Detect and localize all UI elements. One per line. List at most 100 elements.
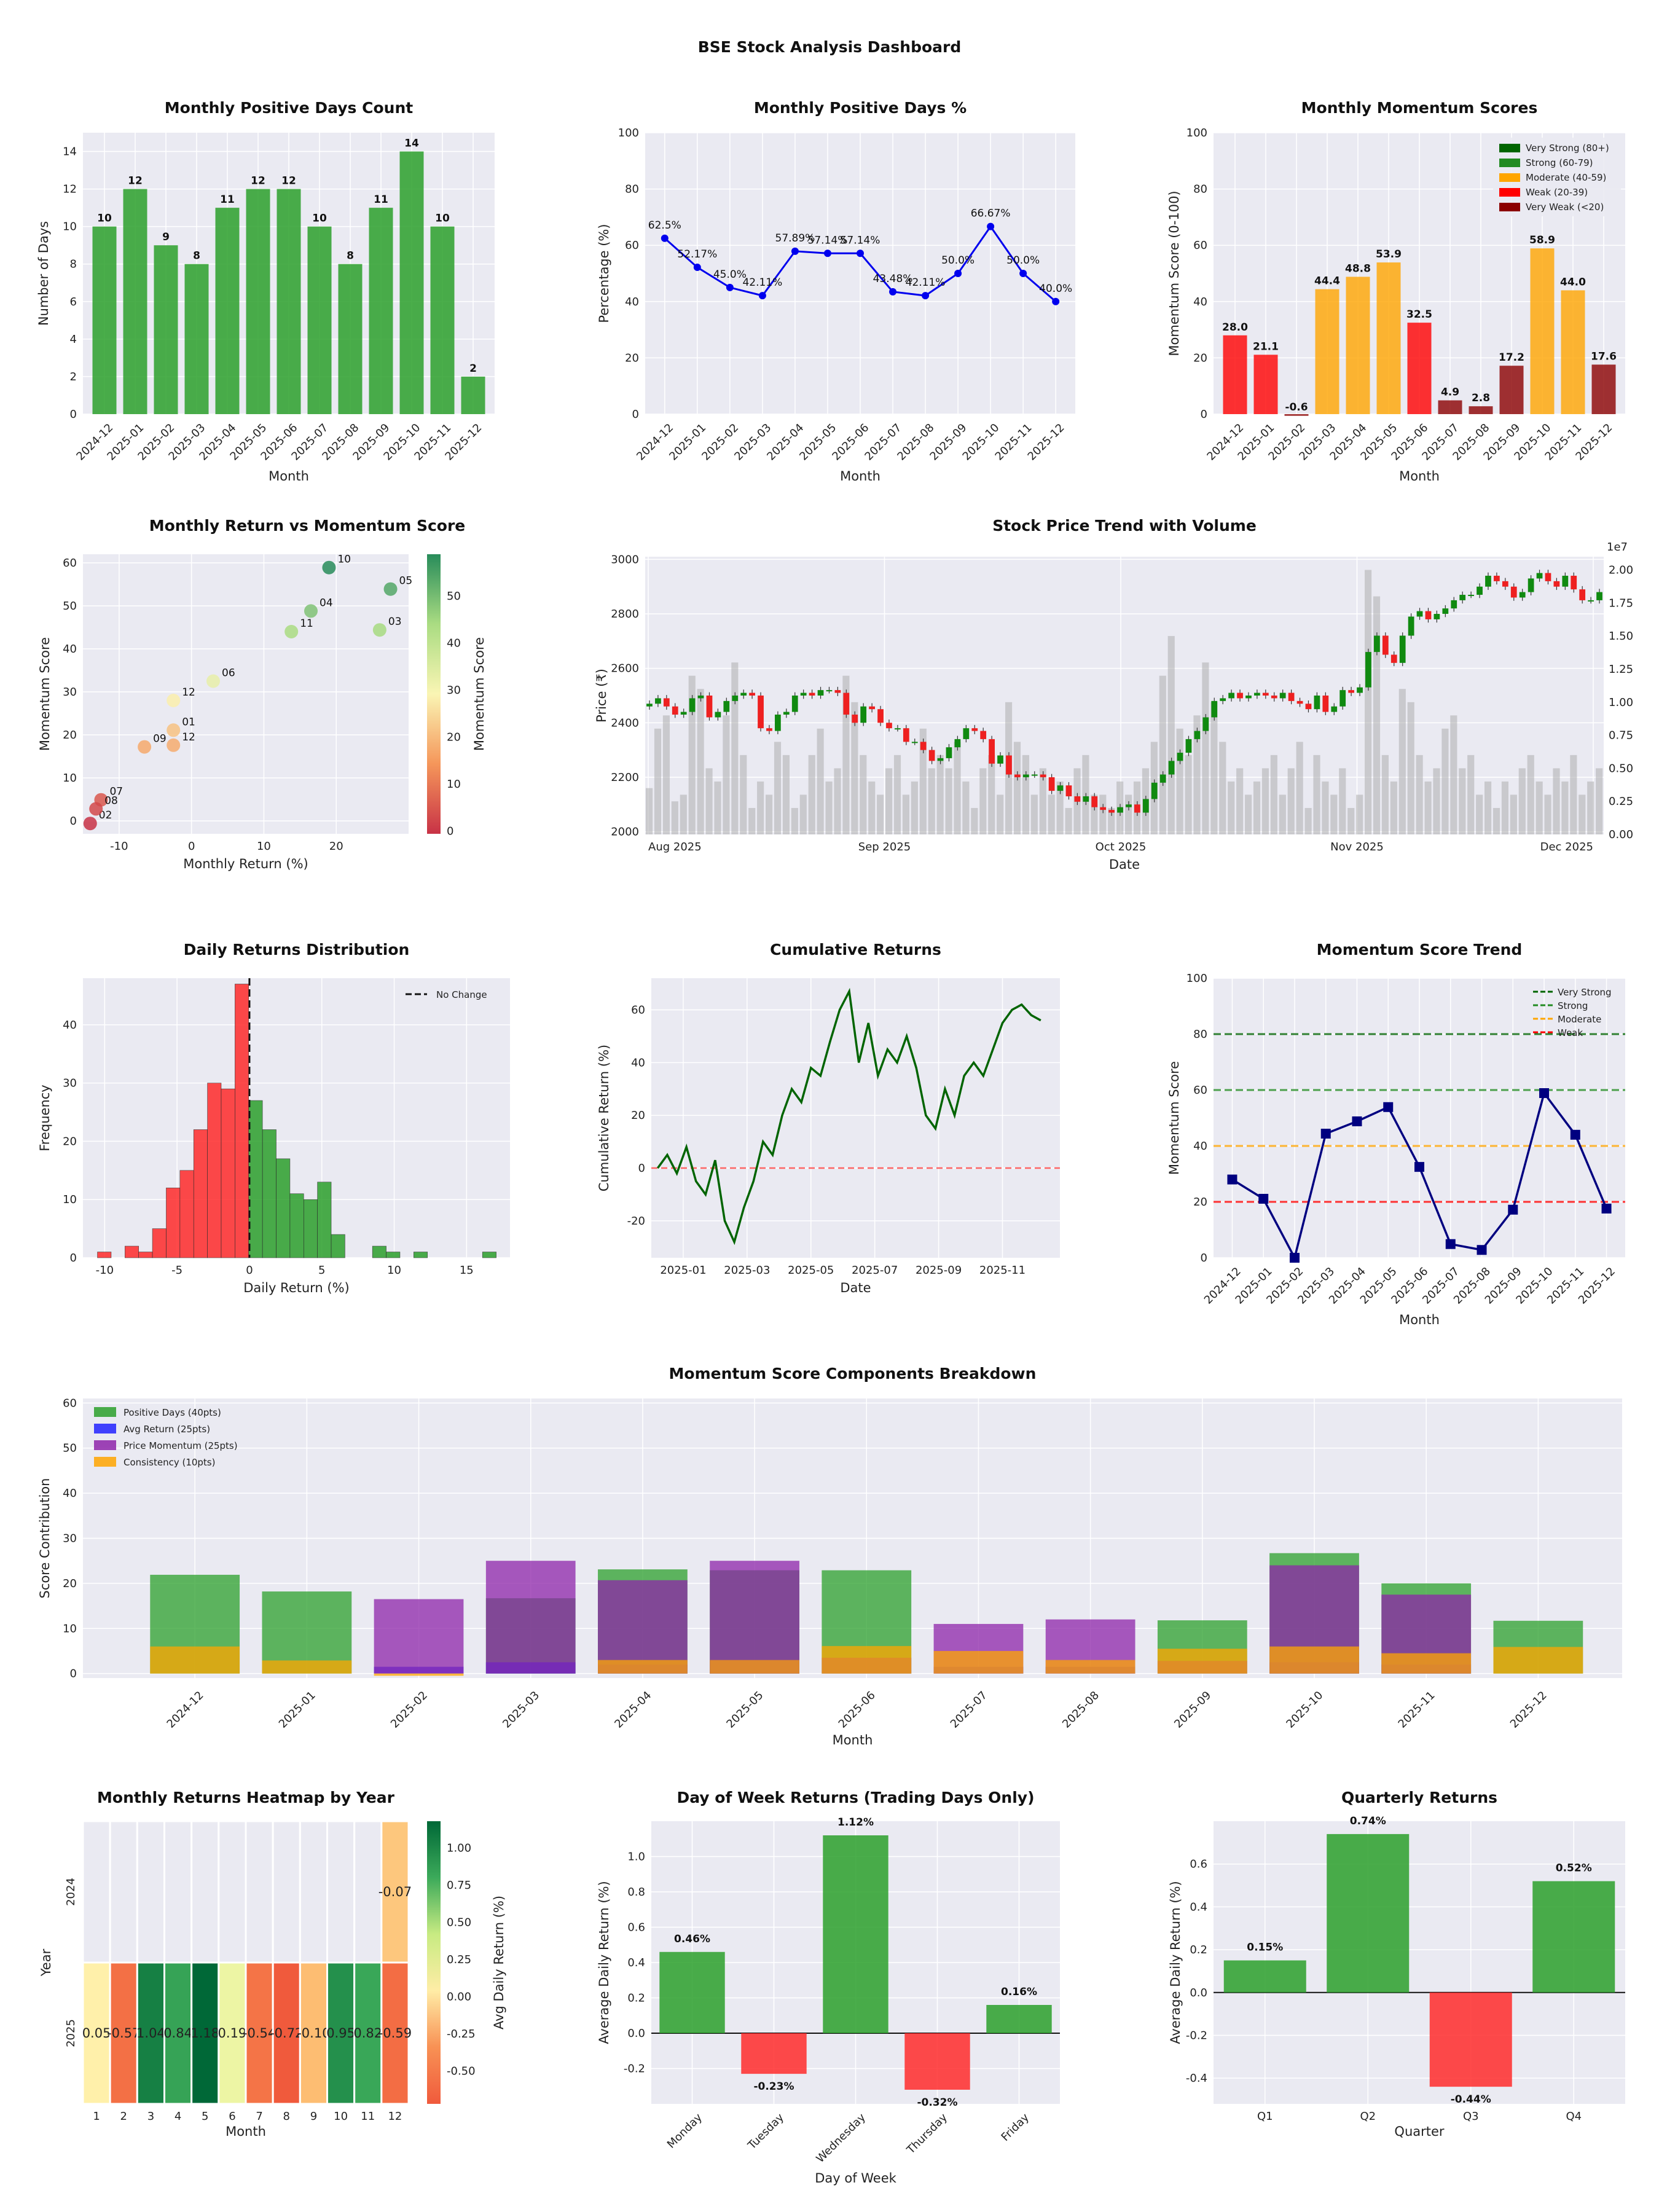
volume-bar [1176,728,1183,834]
heatmap-cell [326,1961,356,2105]
bar-value-label: 53.9 [1376,248,1402,261]
candle-body [1151,782,1158,799]
volume-bar [1030,794,1038,834]
stack-segment [1381,1653,1472,1674]
heatmap-cell-empty [190,1820,220,1964]
bar [1346,276,1370,414]
y-tick-label: 2024 [65,1878,77,1906]
chart-daily-returns-distribution: Daily Returns Distribution 0 10 20 30 40 -10 -5… [37,941,510,1295]
heatmap-cell-label: 0.05 [82,2026,111,2041]
bar-value-label: 58.9 [1529,234,1555,246]
chart-title: Day of Week Returns (Trading Days Only) [677,1789,1034,1806]
data-point [1539,1088,1550,1099]
chart-cumulative-returns: Cumulative Returns -20 0 20 40 60 2025-01 2025-… [597,941,1060,1295]
y-axis-label: Number of Days [36,221,51,326]
volume-bar [1527,755,1534,834]
candle-body [1374,635,1380,653]
x-tick-label: 10 [387,1264,401,1277]
y-tick-label: 10 [63,1622,77,1635]
heatmap-cell-label: -0.57 [107,2026,140,2041]
candle-body [1228,692,1234,699]
histogram-bin [152,1228,167,1258]
candle-body [1545,573,1551,581]
volume-bar [877,794,884,834]
x-tick-label: 2025-05 [724,1689,766,1731]
stack-segment [1157,1649,1247,1674]
legend-label: Price Momentum (25pts) [124,1440,238,1451]
chart-return-vs-momentum: Monthly Return vs Momentum Score01020304… [37,517,487,871]
y-tick-label: 0.4 [1190,1900,1207,1913]
y-tick-label: 60 [63,1397,77,1410]
heatmap-cell-empty [163,1820,193,1964]
panel-quarterly-returns: Quarterly Returns 0.15% Q1 0.74% Q2 -0.44% Q3 0… [1155,1782,1634,2200]
data-point [823,249,831,257]
candle-body [1390,654,1397,663]
y-tick-label: -20 [627,1215,645,1228]
point-label: 10 [337,554,351,566]
candle-body [1519,592,1526,598]
y-tick-label: 2000 [611,826,639,839]
x-tick-label: -5 [171,1264,182,1277]
bar [92,226,117,414]
data-point [889,288,897,296]
histogram-bin [221,1088,235,1258]
y-tick-label: 60 [63,557,77,570]
candle-body [1339,690,1346,707]
candle-body [1331,706,1338,712]
y-tick-label: 0.4 [627,1956,645,1969]
candle-body [1040,774,1046,777]
bar [1561,290,1585,414]
y-tick-label: 20 [1193,1196,1207,1209]
bar [1223,335,1247,414]
point-label: 11 [300,618,313,630]
x-tick-label: 2025-10 [1284,1689,1325,1731]
panel-momentum-components: Momentum Score Components Breakdown 2024-… [37,1358,1634,1751]
x-tick-label: 10 [257,840,271,853]
data-point [1019,270,1027,277]
x-tick-label: 2025-11 [1396,1689,1438,1731]
point-label: 06 [222,667,235,680]
bar-value-label: -0.44% [1451,2093,1491,2106]
x-tick-label: 2025-01 [660,1264,706,1277]
heatmap-cell-label: 0.95 [326,2026,355,2041]
x-axis-label: Month [269,469,309,484]
y-tick-label: 10 [63,772,77,785]
candle-body [1220,698,1226,701]
y-tick-label: 0 [632,408,639,421]
volume-bar [791,807,798,834]
volume-bar [825,781,833,834]
chart-positive-days-pct: Monthly Positive Days % 0 20 40 60 80 100 62.5%… [597,99,1075,484]
candle-body [1357,687,1363,693]
x-axis-label: Daily Return (%) [243,1281,350,1295]
volume-bar [1544,794,1551,834]
data-label: 43.48% [873,273,913,285]
candle-body [971,728,978,731]
bar-value-label: 0.74% [1350,1815,1386,1827]
x-tick-label: 0 [188,840,195,853]
y-tick-label: 100 [1186,127,1207,139]
volume-bar [774,742,782,834]
candle-body [646,704,653,707]
y-tick-label: 0.2 [1190,1943,1207,1956]
y-tick-label: 0 [70,815,77,828]
chart-day-of-week-returns: Day of Week Returns (Trading Days Only) 0… [597,1789,1060,2186]
x-tick-label: 4 [175,2110,181,2123]
candle-body [1117,807,1123,813]
x-tick-label: 1 [93,2110,100,2123]
chart-title: Monthly Positive Days % [754,99,967,117]
data-point [1601,1203,1612,1214]
y-tick-label: 6 [70,296,77,308]
candle-body [1168,761,1175,775]
heatmap-cell-label: 1.04 [136,2026,165,2041]
bar-value-label: 10 [435,213,450,225]
x-tick-label: Wednesday [814,2111,868,2165]
panel-monthly-returns-heatmap: Monthly Returns Heatmap by Year -0.07 2024… [37,1782,506,2200]
data-point [1052,297,1060,305]
x-tick-label: 2024-12 [165,1689,206,1731]
candle-body [980,731,987,739]
y2-tick-label: 0.25 [1609,795,1633,808]
volume-bar [1518,768,1526,834]
candle-body [946,747,952,758]
y-tick-label: 50 [63,600,77,613]
candle-body [1279,692,1286,699]
